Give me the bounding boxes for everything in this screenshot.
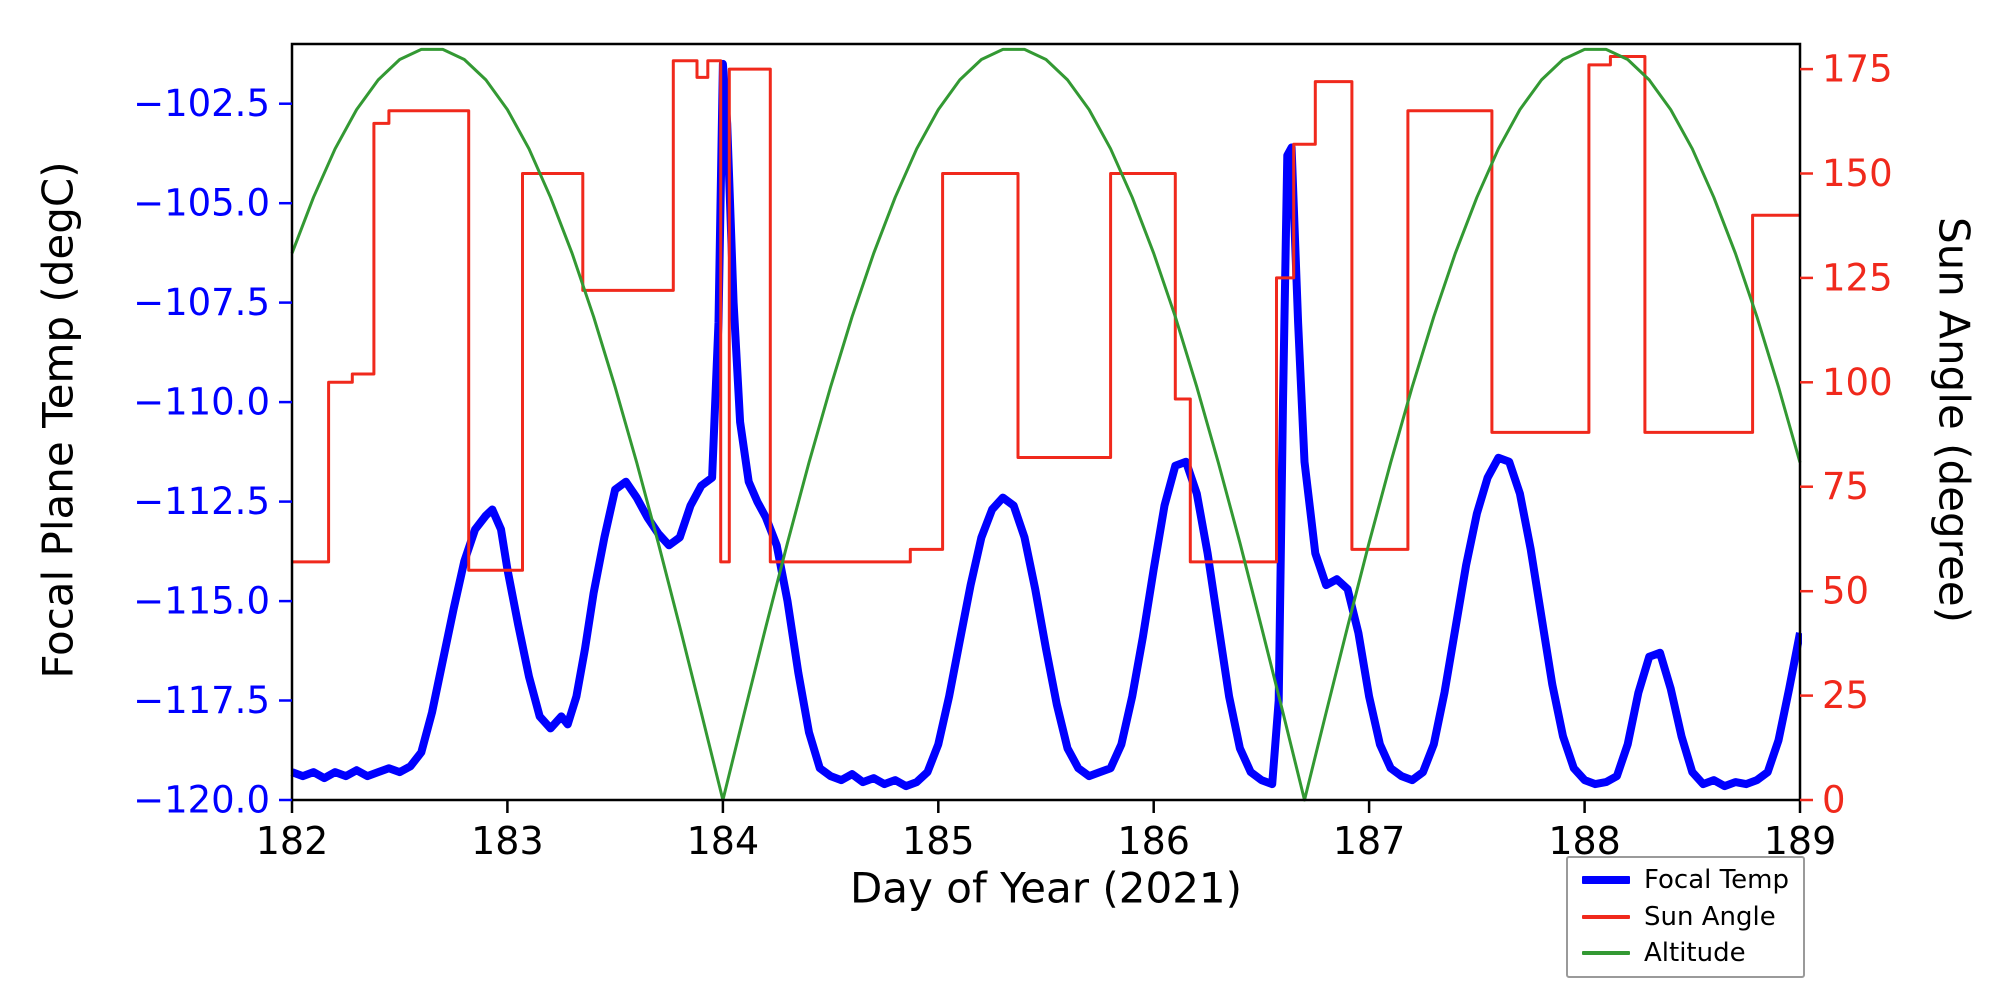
x-tick-label: 188: [1548, 819, 1621, 863]
series-line-sun-angle: [292, 55, 1800, 572]
legend-item-sun-angle: Sun Angle: [1582, 901, 1789, 932]
plot-frame: [290, 42, 1802, 802]
right-tick-label: 100: [1822, 361, 1893, 404]
legend-label-sun-angle: Sun Angle: [1644, 901, 1776, 932]
x-tick-label: 186: [1117, 819, 1190, 863]
legend-item-focal-temp: Focal Temp: [1582, 866, 1789, 895]
right-tick-label: 0: [1822, 779, 1846, 822]
left-tick-label: −117.5: [133, 679, 270, 722]
left-tick-label: −120.0: [133, 779, 270, 822]
legend-label-altitude: Altitude: [1644, 938, 1746, 969]
axes-ticks: 182 183 184 185 186 187 188 189 −102.5 −105.0 −107…: [133, 48, 1893, 863]
series-layer: [290, 47, 1802, 802]
x-tick-label: 187: [1333, 819, 1406, 863]
series-line-altitude: [290, 47, 1802, 802]
x-tick-label: 184: [687, 819, 760, 863]
series-line-focal-temp: [290, 59, 1802, 791]
left-tick-label: −115.0: [133, 580, 270, 623]
left-tick-label: −107.5: [133, 281, 270, 324]
left-tick-label: −102.5: [133, 82, 270, 125]
legend-swatch-sun-angle: [1582, 914, 1630, 919]
x-tick-label: 185: [902, 819, 975, 863]
x-axis-title: Day of Year (2021): [849, 863, 1243, 913]
right-tick-label: 50: [1822, 570, 1869, 613]
x-tick-label: 182: [256, 819, 329, 863]
legend: Focal Temp Sun Angle Altitude: [1566, 856, 1805, 978]
left-tick-label: −105.0: [133, 182, 270, 225]
x-tick-label: 189: [1764, 819, 1837, 863]
right-axis-title: Sun Angle (degree): [1929, 216, 1979, 624]
left-tick-label: −110.0: [133, 381, 270, 424]
right-tick-label: 150: [1822, 152, 1893, 195]
right-tick-label: 175: [1822, 48, 1893, 91]
left-tick-label: −112.5: [133, 480, 270, 523]
legend-item-altitude: Altitude: [1582, 939, 1789, 968]
legend-swatch-focal-temp: [1582, 876, 1630, 885]
right-tick-label: 25: [1822, 674, 1869, 717]
legend-swatch-altitude: [1582, 951, 1630, 956]
right-tick-label: 75: [1822, 465, 1869, 508]
right-tick-label: 125: [1822, 256, 1893, 299]
left-axis-title: Focal Plane Temp (degC): [33, 161, 83, 679]
x-tick-label: 183: [471, 819, 544, 863]
legend-label-focal-temp: Focal Temp: [1644, 865, 1789, 895]
